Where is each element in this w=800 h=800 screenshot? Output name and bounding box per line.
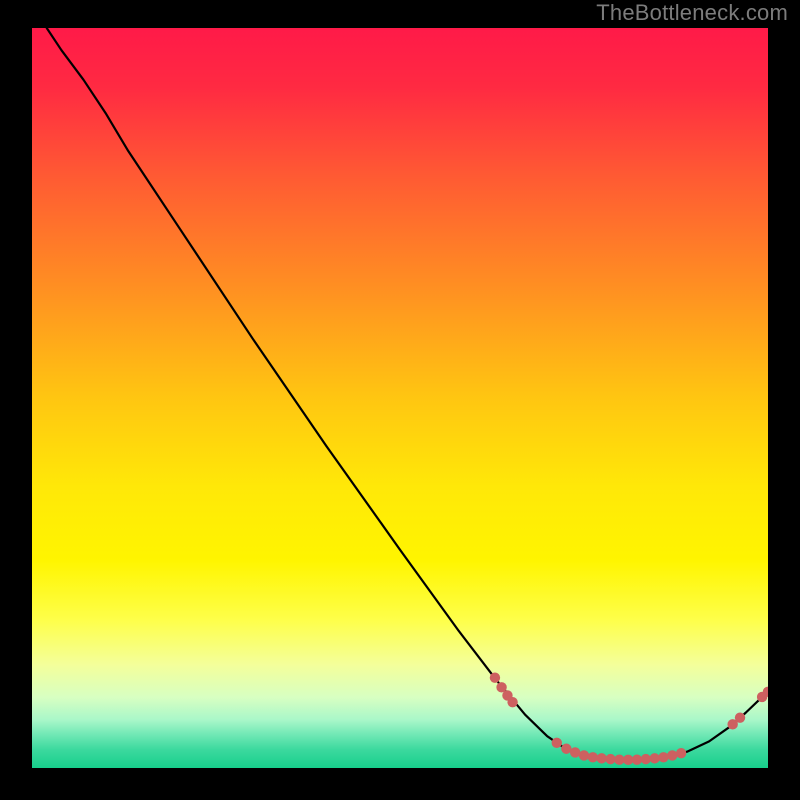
marker-dot: [552, 738, 562, 748]
marker-dot: [735, 712, 745, 722]
marker-dot: [667, 750, 677, 760]
marker-dot: [490, 673, 500, 683]
marker-dot: [632, 755, 642, 765]
chart-container: TheBottleneck.com: [0, 0, 800, 800]
plot-area: [32, 28, 768, 768]
marker-dot: [641, 754, 651, 764]
plot-background: [32, 28, 768, 768]
marker-dot: [676, 748, 686, 758]
plot-svg: [32, 28, 768, 768]
marker-dot: [649, 753, 659, 763]
marker-dot: [588, 752, 598, 762]
marker-dot: [570, 747, 580, 757]
marker-dot: [507, 697, 517, 707]
watermark-label: TheBottleneck.com: [596, 0, 788, 26]
marker-dot: [579, 750, 589, 760]
marker-dot: [658, 752, 668, 762]
marker-dot: [605, 754, 615, 764]
marker-dot: [596, 753, 606, 763]
